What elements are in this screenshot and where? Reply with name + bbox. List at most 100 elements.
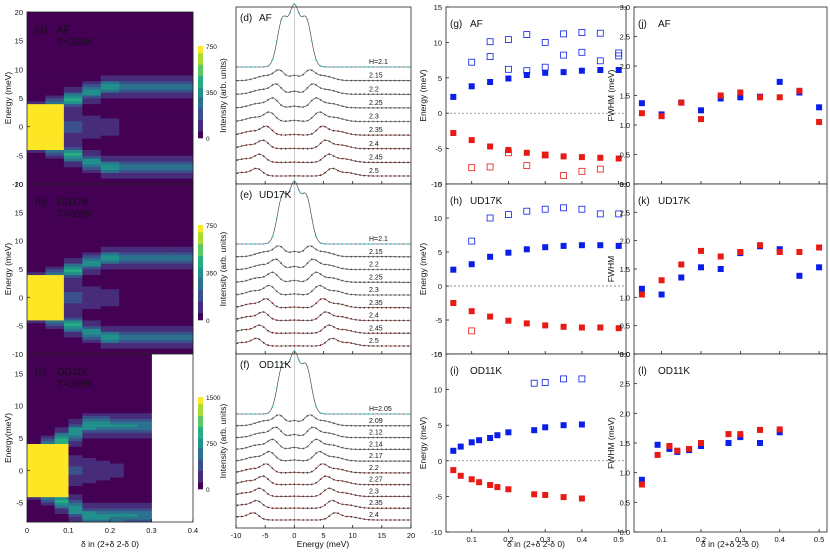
heatmap-cell <box>27 109 46 113</box>
spectrum-point <box>385 147 388 150</box>
heatmap-cell <box>82 118 102 122</box>
heatmap-cell <box>63 263 83 267</box>
heatmap-cell <box>68 421 83 425</box>
heatmap-cell <box>63 218 83 222</box>
heatmap-cell <box>137 466 152 470</box>
heatmap-cell <box>63 63 83 67</box>
spectrum-point <box>380 107 383 109</box>
heatmap-cell <box>68 508 83 512</box>
open-square-point <box>541 379 549 386</box>
spectrum-point <box>389 424 392 427</box>
heatmap-cell <box>137 322 157 327</box>
heatmap-cell <box>54 491 69 495</box>
y-tick-label: 0.0 <box>620 528 630 537</box>
open-square-point <box>596 29 604 37</box>
spectrum-point <box>380 306 383 309</box>
heatmap-cell <box>45 100 65 105</box>
spectrum-point <box>398 345 401 347</box>
heatmap-cell <box>40 513 56 517</box>
spectrum-point <box>376 519 379 521</box>
h-label: 2.4 <box>369 141 379 148</box>
heatmap-cell <box>63 339 83 344</box>
heatmap-cell <box>68 356 83 360</box>
heatmap-cell <box>82 393 97 397</box>
heatmap-cell <box>174 339 194 344</box>
spectrum-point <box>249 302 252 305</box>
heatmap-cell <box>27 135 46 139</box>
spectrum-point <box>376 460 379 462</box>
spectrum-point <box>293 495 296 498</box>
spectrum-point <box>267 87 269 89</box>
spectrum-point <box>394 483 396 486</box>
heatmap-cell <box>137 362 152 366</box>
spectrum-point <box>319 506 322 509</box>
heatmap-column <box>45 12 65 185</box>
spectrum-point <box>280 147 283 150</box>
spectrum-point <box>380 319 383 322</box>
spectrum-point <box>354 66 357 68</box>
heatmap-cell <box>156 246 175 250</box>
colorbar-segment <box>198 463 203 467</box>
open-square-point <box>560 204 567 212</box>
heatmap-cell <box>110 502 125 506</box>
spectrum-point <box>319 98 322 101</box>
spectrum-point <box>315 405 318 408</box>
heatmap-cell <box>27 429 42 433</box>
heatmap-cell <box>137 43 157 47</box>
spectrum-point <box>262 442 265 445</box>
spectrum-point <box>319 87 322 89</box>
heatmap-cell <box>45 161 65 165</box>
heatmap-cell <box>174 334 194 338</box>
heatmap-cell <box>119 294 139 298</box>
spectrum-point <box>359 243 361 245</box>
spectrum-point <box>398 495 401 498</box>
heatmap-cell <box>82 189 102 193</box>
spectrum-point <box>367 147 370 150</box>
spectrum-point <box>258 264 261 266</box>
spectrum-point <box>280 195 283 198</box>
heatmap-cell <box>119 184 139 188</box>
filled-square-point <box>658 291 665 298</box>
heatmap-cell <box>27 308 46 312</box>
heatmap-cell <box>82 401 97 405</box>
spectrum-point <box>319 284 322 287</box>
heatmap-cell <box>100 297 120 301</box>
spectrum-point <box>350 424 353 427</box>
x-tick-label: 0.4 <box>577 535 587 544</box>
heatmap-column <box>123 354 139 523</box>
heatmap-cell <box>96 370 111 374</box>
heatmap-cell <box>100 195 120 199</box>
spectrum-point <box>289 434 291 437</box>
heatmap-cell <box>156 138 175 142</box>
spectrum-point <box>372 413 374 415</box>
spectrum-point <box>372 436 374 439</box>
heatmap-cell <box>45 203 65 208</box>
colorbar-segment <box>198 443 203 446</box>
spectrum-point <box>267 450 269 453</box>
heatmap-cell <box>27 89 46 93</box>
heatmap-cell <box>40 438 56 442</box>
heatmap-cell <box>27 325 46 329</box>
heatmap-cell <box>119 40 139 44</box>
heatmap-cell <box>96 412 111 416</box>
open-square-point <box>523 162 531 170</box>
h-label: 2.15 <box>369 249 383 256</box>
heatmap-cell <box>68 466 83 470</box>
spectrum-point <box>341 105 344 108</box>
spectrum-point <box>267 314 269 316</box>
spectrum-point <box>372 175 374 177</box>
heatmap-column <box>27 184 46 355</box>
spectrum-point <box>280 245 283 248</box>
spectrum-point <box>275 83 278 85</box>
heatmap-cell <box>27 424 42 428</box>
spectrum-point <box>302 345 304 347</box>
spectrum-point <box>289 293 291 296</box>
spectrum-point <box>271 507 274 509</box>
spectrum-point <box>376 79 379 82</box>
heatmap-cell <box>123 404 139 408</box>
y-tick-label: 15 <box>15 37 23 46</box>
spectrum-point <box>367 243 370 245</box>
colorbar-segment <box>198 291 203 295</box>
spectrum-point <box>319 74 322 77</box>
spectrum-point <box>380 243 383 245</box>
